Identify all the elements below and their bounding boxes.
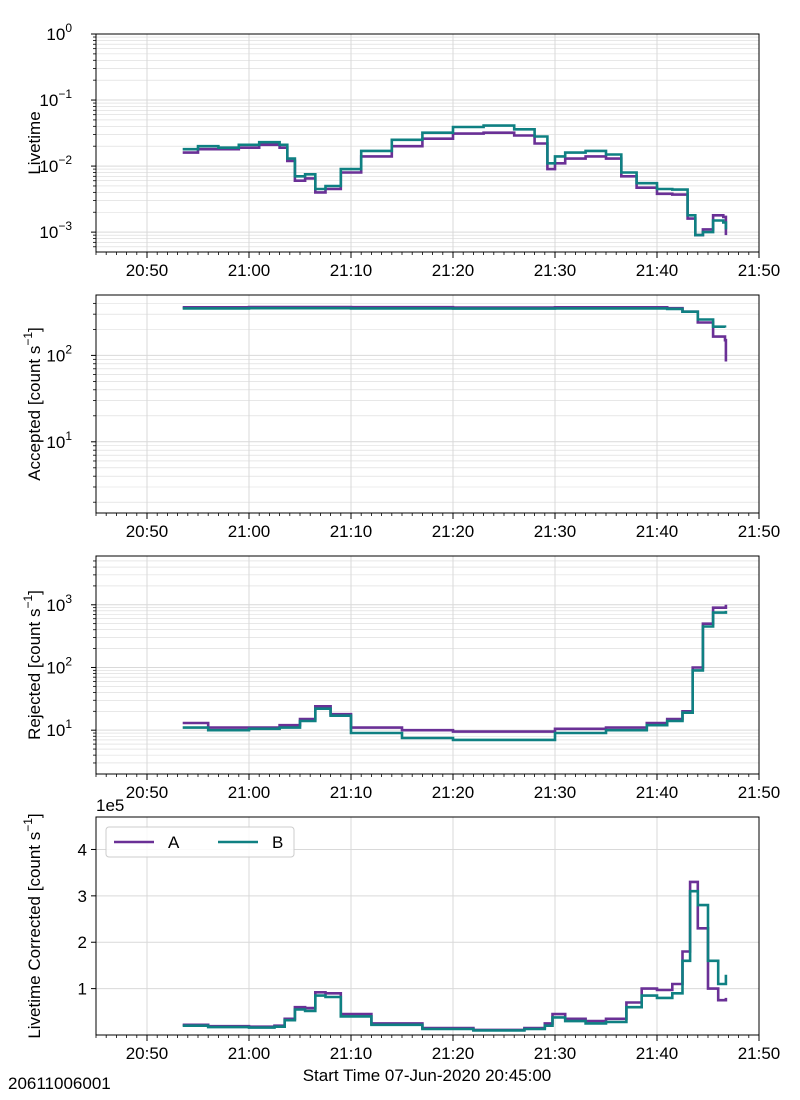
y-tick-label: 10−2	[39, 153, 72, 176]
legend-label-A: A	[168, 833, 180, 852]
x-tick-label: 21:30	[534, 522, 577, 541]
x-tick-label: 21:20	[432, 1044, 475, 1063]
x-tick-label: 21:00	[228, 1044, 271, 1063]
y-tick-label: 4	[78, 840, 87, 859]
x-tick-label: 20:50	[126, 783, 169, 802]
x-tick-label: 21:00	[228, 522, 271, 541]
x-tick-label: 21:30	[534, 783, 577, 802]
x-tick-label: 21:50	[738, 1044, 781, 1063]
y-tick-label: 102	[46, 654, 72, 677]
plot-frame	[95, 816, 760, 1036]
x-tick-label: 21:50	[738, 783, 781, 802]
x-tick-label: 21:10	[330, 522, 373, 541]
plot-frame	[95, 33, 760, 253]
y-tick-label: 10−3	[39, 219, 72, 242]
y-tick-label: 3	[78, 887, 87, 906]
chart-panel-1: 100 10−1 10−2 10−3 20:50 21:00 21:10 21:20 21:30…	[25, 21, 780, 280]
series-line-B	[182, 889, 728, 1032]
x-tick-label: 21:50	[738, 522, 781, 541]
x-tick-label: 21:30	[534, 261, 577, 280]
y-axis-label: Accepted [count s−1]	[21, 327, 44, 481]
x-tick-label: 21:40	[636, 522, 679, 541]
x-tick-label: 21:20	[432, 783, 475, 802]
y-tick-label: 100	[46, 21, 72, 44]
y-tick-label: 10−1	[39, 87, 72, 110]
x-tick-label: 21:40	[636, 261, 679, 280]
x-axis-label: Start Time 07-Jun-2020 20:45:00	[303, 1066, 552, 1085]
observation-id: 20611006001	[8, 1074, 111, 1093]
y-tick-label: 1	[78, 980, 87, 999]
chart-panel-3: 103 102 101 20:50 21:00 21:10 21:20 21:30 21:40 2…	[21, 555, 781, 802]
plot-frame	[95, 555, 760, 775]
x-tick-label: 21:00	[228, 261, 271, 280]
x-tick-label: 21:20	[432, 522, 475, 541]
x-tick-label: 21:10	[330, 1044, 373, 1063]
series-line-B	[182, 124, 728, 237]
x-tick-label: 21:40	[636, 783, 679, 802]
y-tick-label: 101	[46, 429, 72, 452]
x-tick-label: 21:40	[636, 1044, 679, 1063]
y-tick-label: 103	[46, 592, 72, 615]
chart-panel-4: 1 2 3 4 20:50 21:00 21:10 21:20 21:30 21:40 21:50 L…	[21, 796, 780, 1063]
series-line-A	[182, 305, 728, 362]
series-line-B	[182, 610, 728, 742]
series-line-B	[182, 306, 727, 328]
legend-label-B: B	[272, 833, 283, 852]
x-tick-label: 20:50	[126, 522, 169, 541]
y-axis-label: Rejected [count s−1]	[21, 590, 44, 740]
x-tick-label: 21:30	[534, 1044, 577, 1063]
y-offset-label: 1e5	[96, 796, 124, 815]
y-axis-label: Livetime	[25, 111, 44, 174]
chart-panel-2: 102 101 20:50 21:00 21:10 21:20 21:30 21:40 21:5…	[21, 294, 781, 541]
plot-frame	[95, 294, 760, 514]
series-line-A	[182, 880, 728, 1032]
y-tick-label: 101	[46, 717, 72, 740]
y-tick-label: 2	[78, 933, 87, 952]
legend-box	[105, 826, 295, 858]
x-tick-label: 20:50	[126, 261, 169, 280]
x-tick-label: 21:10	[330, 783, 373, 802]
y-axis-label: Livetime Corrected [count s−1]	[21, 813, 44, 1038]
x-tick-label: 21:20	[432, 261, 475, 280]
x-tick-label: 21:10	[330, 261, 373, 280]
x-tick-label: 20:50	[126, 1044, 169, 1063]
x-tick-label: 21:50	[738, 261, 781, 280]
x-tick-label: 21:00	[228, 783, 271, 802]
y-tick-label: 102	[46, 342, 72, 365]
chart-panels: 100 10−1 10−2 10−3 20:50 21:00 21:10 21:20 21:30…	[21, 21, 780, 1063]
